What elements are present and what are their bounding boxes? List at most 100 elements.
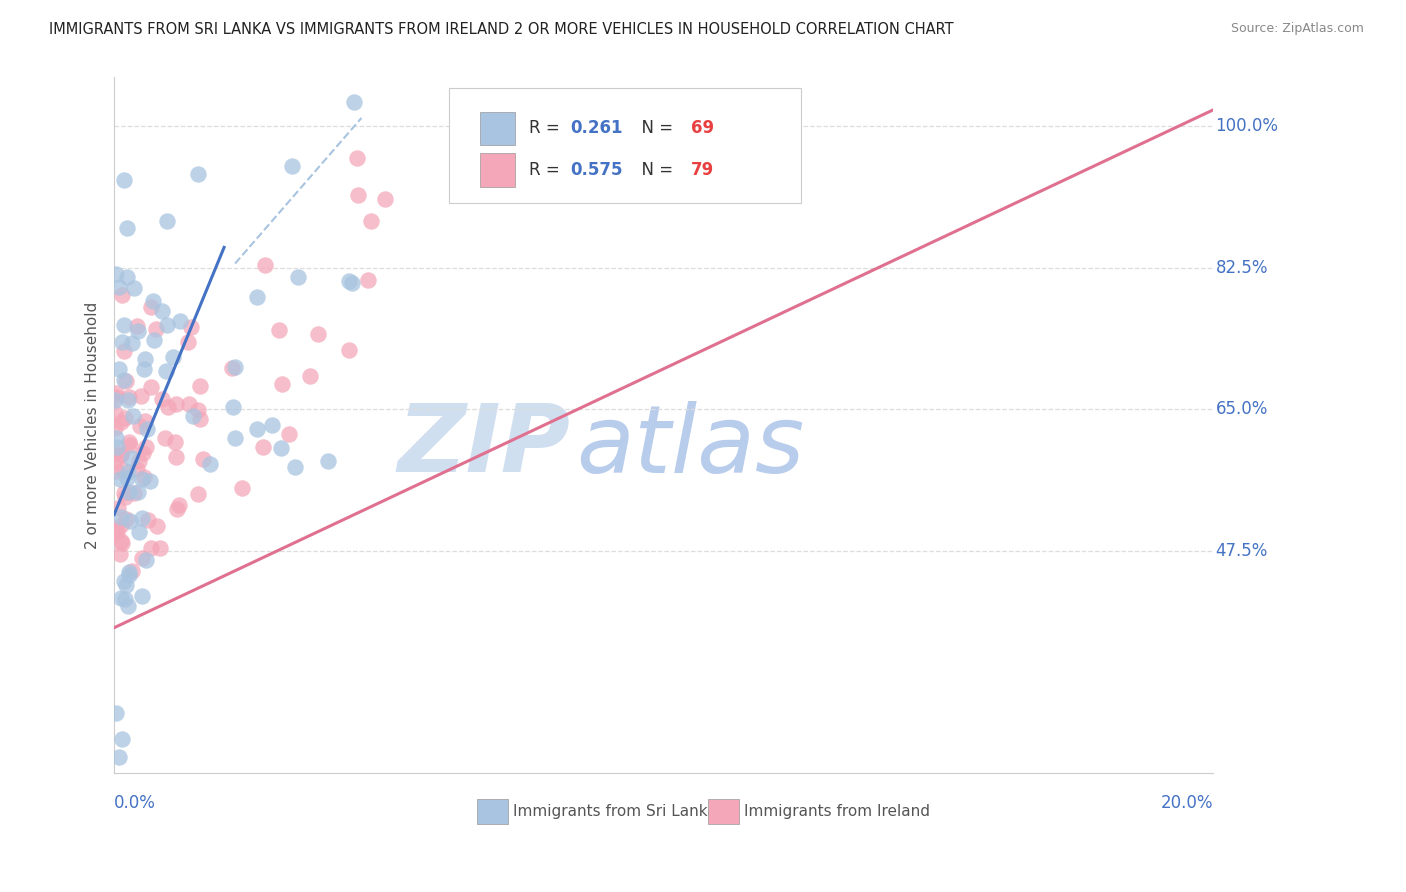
Text: 65.0%: 65.0% xyxy=(1216,401,1268,418)
Point xyxy=(110,415,132,429)
Point xyxy=(115,471,138,485)
Point xyxy=(166,501,188,516)
Point xyxy=(124,281,146,295)
Text: ZIP: ZIP xyxy=(398,401,571,492)
Point xyxy=(114,411,136,425)
Point xyxy=(114,592,136,607)
Point xyxy=(118,434,141,449)
Text: R =: R = xyxy=(529,120,565,137)
Point xyxy=(177,335,200,350)
Point xyxy=(118,484,141,499)
Point xyxy=(177,397,200,411)
Point xyxy=(110,509,132,524)
Point xyxy=(347,188,370,202)
Point xyxy=(136,513,159,527)
Point xyxy=(105,390,128,404)
Point xyxy=(155,431,177,445)
Point xyxy=(104,421,127,435)
Point xyxy=(105,440,128,454)
Point xyxy=(132,470,155,484)
Point xyxy=(108,280,131,294)
Point xyxy=(104,267,127,281)
Point xyxy=(107,500,129,515)
Point xyxy=(149,541,172,555)
Point xyxy=(112,344,135,359)
Point xyxy=(135,553,157,567)
Point xyxy=(254,258,277,272)
Point xyxy=(114,490,136,504)
Point xyxy=(104,464,127,478)
Point xyxy=(121,564,143,578)
Point xyxy=(110,288,132,302)
Point xyxy=(118,568,141,582)
Point xyxy=(287,269,309,284)
Point xyxy=(107,362,129,376)
Point xyxy=(104,431,127,445)
Point xyxy=(162,351,184,365)
Point xyxy=(246,290,269,304)
Text: Immigrants from Sri Lanka: Immigrants from Sri Lanka xyxy=(513,804,717,819)
Point xyxy=(111,536,134,550)
Point xyxy=(120,438,142,452)
Text: R =: R = xyxy=(529,161,565,179)
Text: IMMIGRANTS FROM SRI LANKA VS IMMIGRANTS FROM IRELAND 2 OR MORE VEHICLES IN HOUSE: IMMIGRANTS FROM SRI LANKA VS IMMIGRANTS … xyxy=(49,22,953,37)
Point xyxy=(120,450,142,465)
Point xyxy=(104,523,127,537)
FancyBboxPatch shape xyxy=(477,799,508,824)
Point xyxy=(127,319,149,334)
Point xyxy=(145,322,167,336)
Point xyxy=(198,457,221,471)
Point xyxy=(131,511,153,525)
Point xyxy=(111,732,134,747)
FancyBboxPatch shape xyxy=(707,799,738,824)
Text: 47.5%: 47.5% xyxy=(1216,541,1268,560)
Point xyxy=(111,463,134,477)
Point xyxy=(112,574,135,588)
Point xyxy=(104,454,127,468)
Point xyxy=(150,304,173,318)
Point xyxy=(135,440,157,454)
Point xyxy=(187,487,209,501)
Point xyxy=(128,485,150,500)
Point xyxy=(142,294,165,309)
Point xyxy=(104,447,127,461)
Point xyxy=(139,541,162,556)
Point xyxy=(187,167,209,181)
Point xyxy=(298,369,321,384)
Point xyxy=(118,565,141,579)
Point xyxy=(128,454,150,468)
Point xyxy=(132,445,155,459)
Point xyxy=(281,159,304,173)
Point xyxy=(134,351,156,366)
Point xyxy=(139,475,162,489)
Text: 20.0%: 20.0% xyxy=(1161,794,1213,812)
Point xyxy=(222,400,245,414)
Text: 82.5%: 82.5% xyxy=(1216,259,1268,277)
Text: Immigrants from Ireland: Immigrants from Ireland xyxy=(744,804,929,819)
Y-axis label: 2 or more Vehicles in Household: 2 or more Vehicles in Household xyxy=(86,301,100,549)
Point xyxy=(146,519,169,533)
Point xyxy=(127,462,149,476)
Point xyxy=(224,359,246,374)
Point xyxy=(356,273,378,287)
Point xyxy=(252,441,274,455)
Point xyxy=(111,335,134,350)
Point xyxy=(141,380,163,394)
Point xyxy=(143,333,166,347)
Point xyxy=(139,300,162,314)
FancyBboxPatch shape xyxy=(450,88,801,202)
Point xyxy=(183,409,205,423)
Point xyxy=(110,518,132,533)
Point xyxy=(165,396,187,410)
Point xyxy=(188,412,211,426)
Point xyxy=(118,390,141,404)
Point xyxy=(136,422,159,436)
Point xyxy=(165,435,187,450)
Point xyxy=(180,319,202,334)
Point xyxy=(122,409,145,423)
Point xyxy=(190,379,212,393)
Point xyxy=(115,578,138,592)
Text: 0.0%: 0.0% xyxy=(114,794,156,812)
Point xyxy=(134,414,156,428)
Point xyxy=(120,514,142,528)
